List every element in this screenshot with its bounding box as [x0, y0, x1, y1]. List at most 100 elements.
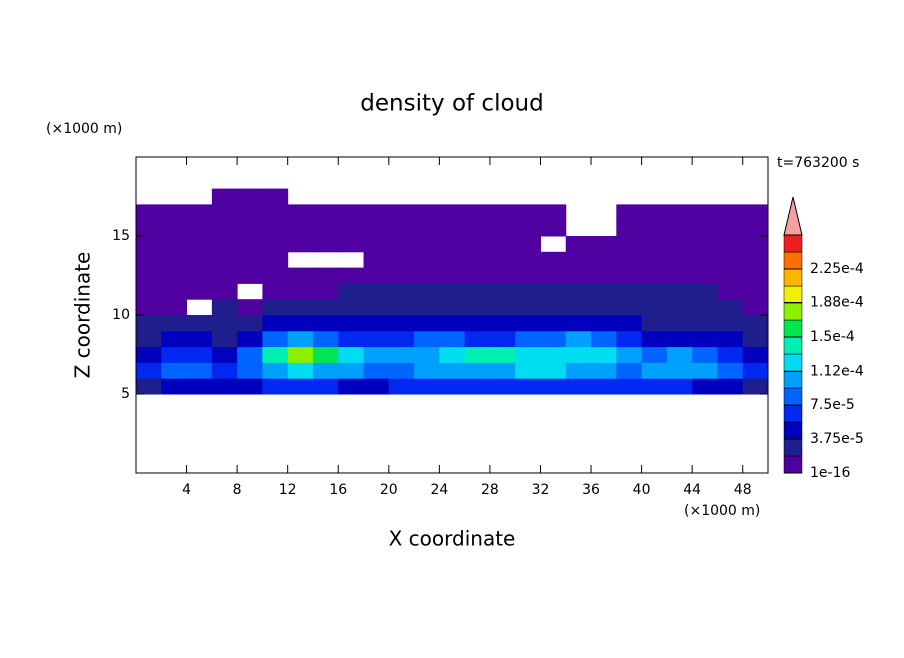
contour-cell: [262, 315, 289, 332]
contour-cell: [464, 251, 491, 269]
contour-cell: [287, 362, 314, 379]
contour-cell: [237, 378, 263, 395]
contour-cell: [464, 204, 491, 221]
contour-cell: [186, 267, 213, 284]
y-unit: (×1000 m): [46, 121, 122, 137]
contour-cell: [616, 236, 643, 253]
contour-cell: [363, 267, 390, 284]
x-tick-label: 16: [329, 482, 347, 498]
x-unit: (×1000 m): [684, 503, 760, 519]
contour-cell: [439, 267, 466, 284]
contour-cell: [565, 362, 592, 379]
contour-cell: [540, 283, 567, 300]
contour-cell: [540, 378, 567, 395]
contour-cell: [312, 330, 339, 348]
contour-cell: [136, 346, 162, 363]
contour-cell: [641, 267, 668, 284]
contour-cell: [641, 299, 668, 316]
contour-cell: [540, 330, 567, 348]
contour-cell: [616, 378, 643, 395]
contour-cell: [489, 267, 516, 284]
contour-cell: [363, 315, 390, 332]
contour-cell: [312, 378, 339, 395]
contour-cell: [515, 378, 541, 395]
contour-cell: [312, 362, 339, 379]
contour-cell: [414, 362, 440, 379]
colorbar-band: [783, 387, 803, 406]
contour-cell: [565, 251, 592, 269]
contour-cell: [565, 346, 592, 363]
contour-cell: [489, 362, 516, 379]
contour-cell: [161, 315, 188, 332]
contour-cell: [414, 236, 440, 253]
contour-cell: [591, 330, 617, 348]
contour-cell: [287, 378, 314, 395]
contour-cell: [540, 299, 567, 316]
contour-cell: [388, 251, 415, 269]
contour-cell: [363, 330, 390, 348]
x-axis-label: X coordinate: [389, 527, 516, 551]
contour-cell: [464, 267, 491, 284]
contour-cell: [136, 299, 162, 316]
contour-cell: [186, 220, 213, 237]
contour-cell: [464, 236, 491, 253]
contour-cell: [717, 267, 744, 284]
contour-cell: [363, 236, 390, 253]
contour-cell: [742, 283, 769, 300]
contour-cell: [616, 315, 643, 332]
contour-cell: [742, 220, 769, 237]
contour-cell: [237, 315, 263, 332]
x-tick-label: 12: [279, 482, 297, 498]
contour-cell: [742, 267, 769, 284]
contour-cell: [591, 283, 617, 300]
contour-cell: [211, 346, 238, 363]
contour-cell: [414, 220, 440, 237]
contour-cell: [186, 346, 213, 363]
contour-cell: [186, 283, 213, 300]
contour-cell: [742, 251, 769, 269]
contour-cell: [742, 330, 769, 348]
colorbar-band: [783, 336, 803, 355]
contour-cell: [489, 236, 516, 253]
colorbar-band: [783, 319, 803, 338]
y-tick-label: 15: [112, 228, 130, 244]
contour-cell: [287, 315, 314, 332]
y-tick-label: 10: [112, 307, 130, 323]
contour-cell: [338, 378, 365, 395]
contour-cell: [464, 362, 491, 379]
contour-cell: [262, 299, 289, 316]
contour-cell: [414, 346, 440, 363]
contour-cell: [692, 251, 718, 269]
contour-cell: [540, 204, 567, 221]
contour-cell: [136, 204, 162, 221]
contour-cell: [439, 283, 466, 300]
colorbar-band: [783, 370, 803, 389]
contour-cell: [363, 378, 390, 395]
contour-cell: [464, 378, 491, 395]
contour-cell: [641, 315, 668, 332]
colorbar-tick-label: 2.25e-4: [810, 261, 864, 277]
contour-cell: [237, 204, 263, 221]
contour-cell: [388, 330, 415, 348]
contour-cell: [591, 267, 617, 284]
contour-cell: [591, 346, 617, 363]
colorbar-band: [783, 251, 803, 270]
contour-cell: [515, 362, 541, 379]
contour-cell: [312, 299, 339, 316]
contour-cell: [717, 346, 744, 363]
contour-cell: [540, 220, 567, 237]
contour-cell: [312, 346, 339, 363]
contour-cell: [287, 330, 314, 348]
contour-cell: [388, 220, 415, 237]
contour-cell: [717, 204, 744, 221]
contour-cell: [388, 299, 415, 316]
contour-cell: [641, 330, 668, 348]
contour-cell: [489, 378, 516, 395]
contour-cell: [211, 220, 238, 237]
contour-cell: [161, 220, 188, 237]
contour-cell: [666, 267, 693, 284]
contour-cell: [363, 299, 390, 316]
contour-cell: [439, 362, 466, 379]
contour-cell: [136, 251, 162, 269]
contour-cell: [338, 236, 365, 253]
